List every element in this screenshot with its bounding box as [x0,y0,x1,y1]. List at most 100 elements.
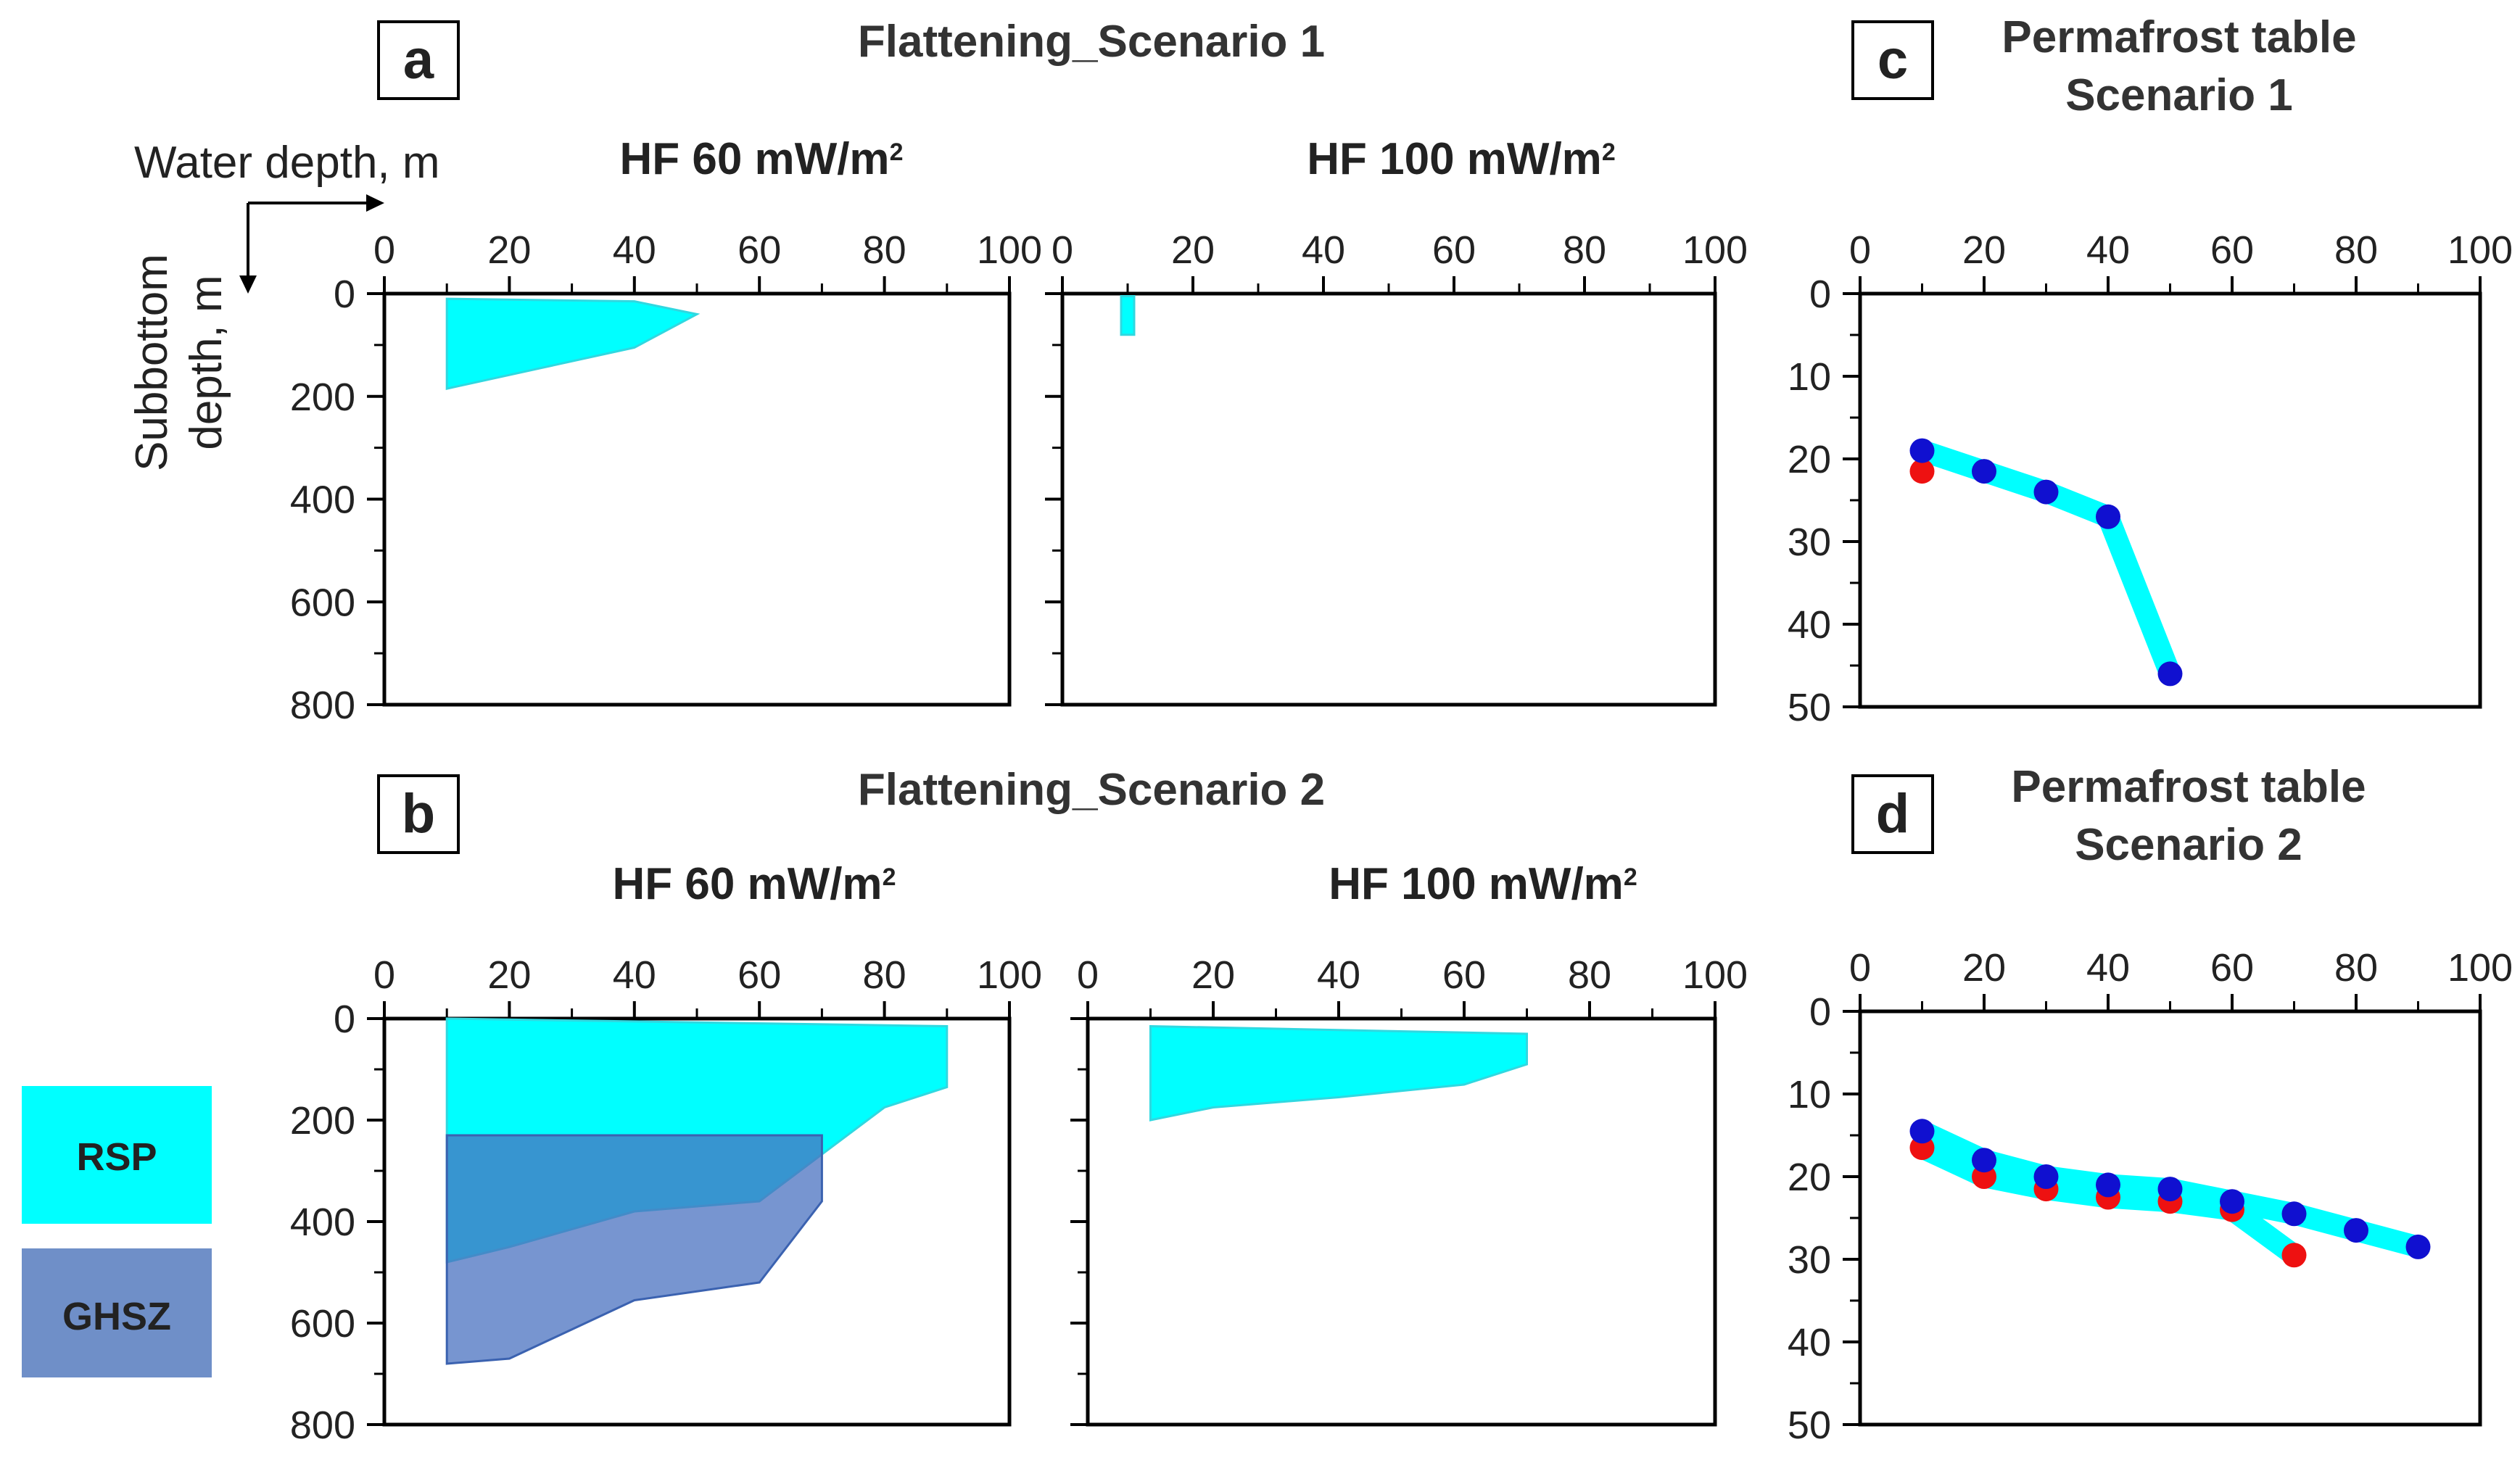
y-tick-label-c-10: 10 [1788,355,1831,399]
x-tick-label-a2-100: 100 [1682,228,1748,272]
x-tick-label-a2-0: 0 [1052,228,1073,272]
red-point-c-0 [1909,459,1935,484]
x-tick-label-b2-0: 0 [1077,953,1099,997]
legend-label-rsp: RSP [76,1135,157,1179]
panel-label-a: a [377,20,460,100]
y-tick-label-c-40: 40 [1788,603,1831,647]
y-tick-label-c-20: 20 [1788,438,1831,481]
chart-d: 0 20 40 60 80 100 0 10 20 30 40 50 [1788,946,2513,1447]
x-tick-label-b1-0: 0 [373,953,395,997]
hf-title-b1: HF 60 mW/m2 [613,859,896,909]
blue-point-c-0 [1909,438,1935,463]
x-tick-label-d-0: 0 [1849,946,1871,990]
x-tick-label-a2-80: 80 [1563,228,1606,272]
blue-point-d-3 [2096,1172,2120,1198]
x-tick-label-b1-20: 20 [487,953,531,997]
panel-label-d: d [1851,774,1934,854]
y-tick-label-c-30: 30 [1788,521,1831,564]
permafrost-title-2-line1: Permafrost table [2011,762,2366,812]
flattening-scenario-2-title: Flattening_Scenario 2 [858,765,1325,815]
x-tick-label-a2-40: 40 [1302,228,1345,272]
x-tick-label-b1-100: 100 [977,953,1042,997]
x-tick-label-c-100: 100 [2447,228,2513,272]
blue-point-d-5 [2220,1189,2244,1214]
x-tick-label-b2-80: 80 [1568,953,1611,997]
blue-point-d-4 [2157,1177,2183,1202]
flattening-scenario-1-title: Flattening_Scenario 1 [858,17,1325,67]
hf-title-a1: HF 60 mW/m2 [620,134,904,184]
x-tick-label-c-0: 0 [1849,228,1871,272]
x-tick-label-a1-100: 100 [977,228,1042,272]
blue-point-c-4 [2157,661,2183,687]
subbottom-depth-label-line1: Subbottom [127,254,177,471]
area-rsp-a1 [445,297,701,390]
x-tick-label-d-100: 100 [2447,946,2513,990]
x-tick-label-c-20: 20 [1962,228,2006,272]
x-tick-label-b1-80: 80 [863,953,906,997]
arrow-down-icon [239,275,257,294]
arrow-right-icon [366,194,384,212]
water-depth-label: Water depth, m [134,138,440,188]
y-tick-label-d-20: 20 [1788,1156,1831,1199]
hf-title-a2: HF 100 mW/m2 [1307,134,1615,184]
x-tick-label-d-20: 20 [1962,946,2006,990]
y-tick-label-d-40: 40 [1788,1321,1831,1364]
y-tick-label-b1-0: 0 [334,998,355,1041]
y-tick-label-b1-200: 200 [290,1099,355,1143]
y-tick-label-b1-400: 400 [290,1201,355,1244]
y-tick-label-a1-800: 800 [290,684,355,727]
legend: RSP GHSZ [22,1086,212,1377]
x-tick-label-a2-60: 60 [1432,228,1476,272]
area-rsp-b2 [1149,1024,1528,1122]
y-tick-label-d-50: 50 [1788,1404,1831,1447]
x-tick-label-b2-100: 100 [1682,953,1748,997]
x-tick-label-a1-60: 60 [738,228,781,272]
permafrost-title-1-line1: Permafrost table [2001,12,2356,62]
blue-point-c-1 [1972,459,1996,484]
blue-point-c-3 [2096,504,2120,529]
y-tick-label-c-0: 0 [1809,273,1831,316]
y-tick-label-a1-0: 0 [334,273,355,316]
x-tick-label-b2-40: 40 [1317,953,1360,997]
x-tick-label-b2-20: 20 [1191,953,1235,997]
panel-label-b: b [377,774,460,854]
red-point-d-6 [2281,1243,2307,1268]
y-tick-label-c-50: 50 [1788,686,1831,729]
chart-b1: HF 60 mW/m2 0 20 40 60 80 100 0 200 400 600 800 [290,859,1042,1447]
chart-a2: HF 100 mW/m2 0 20 40 60 80 100 [1045,134,1748,707]
y-tick-label-d-10: 10 [1788,1073,1831,1116]
x-tick-label-a2-20: 20 [1171,228,1215,272]
panel-letter-d: d [1876,783,1909,845]
x-tick-label-d-80: 80 [2334,946,2378,990]
permafrost-title-2-line2: Scenario 2 [2075,820,2302,870]
x-tick-label-a1-20: 20 [487,228,531,272]
y-tick-label-b1-800: 800 [290,1404,355,1447]
area-rsp-a2 [1120,295,1136,336]
panel-label-c: c [1851,20,1934,100]
y-tick-label-d-30: 30 [1788,1238,1831,1282]
blue-point-d-6 [2281,1201,2307,1227]
x-tick-label-c-60: 60 [2210,228,2254,272]
area-ghsz-b1 [445,1134,823,1365]
subbottom-depth-label-line2: depth, m [181,275,231,449]
y-tick-label-a1-400: 400 [290,478,355,522]
x-tick-label-a1-40: 40 [613,228,656,272]
blue-point-d-8 [2405,1234,2431,1259]
legend-swatch-ghsz [22,1248,212,1377]
chart-a1: HF 60 mW/m2 0 20 40 60 80 100 0 200 400 600 800 [290,134,1042,727]
x-tick-label-d-60: 60 [2210,946,2254,990]
panel-letter-a: a [403,29,434,91]
x-tick-label-a1-80: 80 [863,228,906,272]
x-tick-label-b2-60: 60 [1442,953,1486,997]
y-tick-label-a1-600: 600 [290,581,355,624]
axis-orientation-indicator: Water depth, m Subbottom depth, m [127,138,440,471]
y-tick-label-d-0: 0 [1809,990,1831,1034]
plot-frame-d [1858,1009,2482,1427]
x-tick-label-d-40: 40 [2086,946,2130,990]
legend-swatch-rsp [22,1086,212,1224]
permafrost-title-1-line2: Scenario 1 [2065,70,2293,120]
hf-title-b2: HF 100 mW/m2 [1329,859,1637,909]
y-tick-label-b1-600: 600 [290,1302,355,1346]
blue-point-c-2 [2033,479,2059,505]
